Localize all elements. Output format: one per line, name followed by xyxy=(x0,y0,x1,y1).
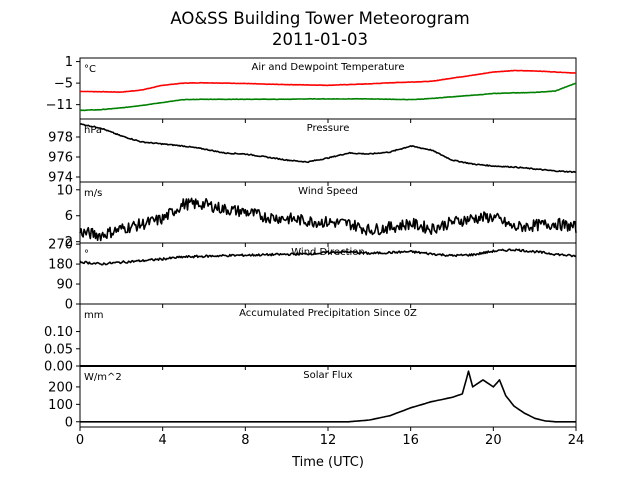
x-tick-label: 20 xyxy=(485,433,502,448)
time-axis: 0 4 8 12 16 20 24 xyxy=(76,433,584,448)
figure-date: 2011-01-03 xyxy=(272,30,368,49)
y-tick-label: 200 xyxy=(48,380,73,395)
figure-title: AO&SS Building Tower Meteorogram xyxy=(170,9,469,28)
y-tick-label: 1 xyxy=(65,55,73,70)
x-axis-label: Time (UTC) xyxy=(291,455,364,470)
y-tick-label: 270 xyxy=(48,238,73,253)
panel-title: Pressure xyxy=(307,123,350,134)
panel-6: 200 100 0 W/m^2 Solar Flux xyxy=(48,365,577,431)
y-tick-label: 0.00 xyxy=(44,360,73,375)
panel-unit: W/m^2 xyxy=(84,372,122,383)
y-tick-label: 0 xyxy=(65,415,73,430)
y-tick-label: 90 xyxy=(56,278,73,293)
x-tick-label: 0 xyxy=(76,433,84,448)
y-tick-label: 974 xyxy=(48,171,73,186)
y-tick-label: 2 xyxy=(65,235,73,250)
y-tick-label: 180 xyxy=(48,258,73,273)
panel-unit: mm xyxy=(84,310,103,321)
y-tick-label: 0.10 xyxy=(44,325,73,340)
panel-unit: hPa xyxy=(84,125,102,136)
pressure-line xyxy=(79,123,577,174)
panel-title: Wind Speed xyxy=(298,186,358,197)
panel-unit: °C xyxy=(84,64,96,75)
x-tick-label: 12 xyxy=(320,433,337,448)
solar-line xyxy=(80,370,576,423)
y-tick-label: 0 xyxy=(65,298,73,313)
x-tick-label: 4 xyxy=(159,433,167,448)
x-tick-label: 16 xyxy=(402,433,419,448)
wind_direction-line xyxy=(79,248,577,266)
y-tick-label: 10 xyxy=(56,183,73,198)
y-tick-label: −11 xyxy=(46,98,73,113)
wind_speed-line xyxy=(79,197,577,242)
dewpoint-line xyxy=(79,82,577,112)
x-tick-label: 24 xyxy=(568,433,585,448)
panel-3: 10 6 2 m/s Wind Speed xyxy=(56,181,577,250)
panel-title: Solar Flux xyxy=(303,370,353,381)
panels-group: 1 −5 −11 °C Air and Dewpoint Temperature 978 9… xyxy=(44,55,577,431)
y-tick-label: 6 xyxy=(65,209,73,224)
panel-title: Accumulated Precipitation Since 0Z xyxy=(239,308,417,319)
panel-title: Air and Dewpoint Temperature xyxy=(252,62,405,73)
panel-unit: m/s xyxy=(84,188,102,199)
x-tick-label: 8 xyxy=(241,433,249,448)
panel-1: 1 −5 −11 °C Air and Dewpoint Temperature xyxy=(46,55,577,123)
y-tick-label: −5 xyxy=(54,77,73,92)
y-tick-label: 976 xyxy=(48,151,73,166)
y-tick-label: 100 xyxy=(48,398,73,413)
y-tick-label: 978 xyxy=(48,131,73,146)
y-tick-label: 0.05 xyxy=(44,342,73,357)
panel-unit: ° xyxy=(84,249,89,260)
temperature-line xyxy=(80,69,576,93)
